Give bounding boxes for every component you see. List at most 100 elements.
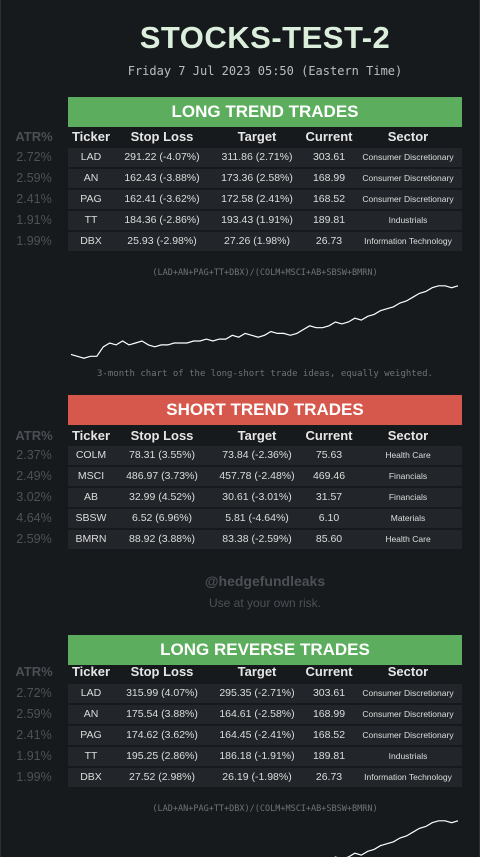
cell-sector: Health Care <box>385 534 431 544</box>
long-trend-header: LONG TREND TRADES <box>68 97 462 127</box>
current-header: Current <box>305 428 353 443</box>
cell-stop: 174.62 (3.62%) <box>126 729 198 741</box>
cell-target: 457.78 (-2.48%) <box>219 470 295 482</box>
cell-atr: 4.64% <box>16 511 52 525</box>
cell-sector: Consumer Discretionary <box>362 152 454 162</box>
ticker-header: Ticker <box>71 664 111 679</box>
table-row: 2.59% AN 175.54 (3.88%) 164.61 (-2.58%) 168.… <box>0 705 480 724</box>
cell-ticker: COLM <box>75 449 107 461</box>
cell-sector: Materials <box>390 513 426 523</box>
cell-ticker: LAD <box>80 687 102 699</box>
cell-target: 193.43 (1.91%) <box>221 214 293 226</box>
cell-target: 73.84 (-2.36%) <box>222 449 292 461</box>
cell-atr: 2.72% <box>16 150 52 164</box>
long-reverse-sparkline <box>334 820 459 857</box>
cell-current: 85.60 <box>315 533 343 545</box>
cell-sector: Consumer Discretionary <box>362 709 454 719</box>
row-background <box>68 190 462 209</box>
cell-ticker: DBX <box>80 235 102 247</box>
cell-ticker: AB <box>83 491 98 503</box>
cell-atr: 1.99% <box>16 770 52 784</box>
row-background <box>68 684 462 703</box>
cell-target: 172.58 (2.41%) <box>221 193 293 205</box>
series-line <box>70 285 459 359</box>
cell-target: 186.18 (-1.91%) <box>219 750 295 762</box>
row-background <box>68 467 462 486</box>
long-reverse-header: LONG REVERSE TRADES <box>68 635 462 665</box>
cell-ticker: TT <box>84 214 98 226</box>
cell-current: 303.61 <box>312 151 346 163</box>
row-background <box>68 488 462 507</box>
cell-ticker: DBX <box>80 771 102 783</box>
cell-sector: Consumer Discretionary <box>362 688 454 698</box>
cell-stop: 6.52 (6.96%) <box>131 512 193 524</box>
ticker-header: Ticker <box>71 428 111 443</box>
ticker-header: Ticker <box>71 129 111 144</box>
cell-atr: 1.91% <box>16 213 52 227</box>
long-reverse-column-headers: ATR% Ticker Stop Loss Target Current Sec… <box>0 664 480 684</box>
table-row: 1.99% DBX 27.52 (2.98%) 26.19 (-1.98%) 26.73… <box>0 768 480 787</box>
cell-target: 173.36 (2.58%) <box>221 172 293 184</box>
cell-current: 6.10 <box>318 512 340 524</box>
cell-atr: 2.59% <box>16 171 52 185</box>
table-row: 2.49% MSCI 486.97 (3.73%) 457.78 (-2.48%) 46… <box>0 467 480 486</box>
table-row: 1.99% DBX 25.93 (-2.98%) 27.26 (1.98%) 26.73… <box>0 232 480 251</box>
cell-stop: 88.92 (3.88%) <box>129 533 195 545</box>
cell-ticker: PAG <box>80 729 102 741</box>
disclaimer: Use at your own risk. <box>208 596 322 610</box>
cell-sector: Consumer Discretionary <box>362 194 454 204</box>
cell-ticker: LAD <box>80 151 102 163</box>
table-row: 1.91% TT 184.36 (-2.86%) 193.43 (1.91%) 189.… <box>0 211 480 230</box>
row-background <box>68 509 462 528</box>
table-row: 2.41% PAG 162.41 (-3.62%) 172.58 (2.41%) 168… <box>0 190 480 209</box>
cell-ticker: AN <box>83 172 99 184</box>
short-trend-column-headers: ATR% Ticker Stop Loss Target Current Sec… <box>0 428 480 448</box>
long-trend-column-headers: ATR% Ticker Stop Loss Target Current Sec… <box>0 129 480 149</box>
cell-sector: Information Technology <box>364 236 452 246</box>
stop-header: Stop Loss <box>130 664 194 679</box>
twitter-handle: @hedgefundleaks <box>204 573 326 589</box>
cell-target: 5.81 (-4.64%) <box>225 512 289 524</box>
row-background <box>68 705 462 724</box>
table-row: 4.64% SBSW 6.52 (6.96%) 5.81 (-4.64%) 6.10 Ma… <box>0 509 480 528</box>
cell-sector: Financials <box>388 471 428 481</box>
long-trend-formula: (LAD+AN+PAG+TT+DBX)/(COLM+MSCI+AB+SBSW+B… <box>152 268 378 278</box>
sector-header: Sector <box>387 428 429 443</box>
cell-sector: Health Care <box>385 450 431 460</box>
row-background <box>68 747 462 766</box>
target-header: Target <box>237 428 277 443</box>
long-reverse-formula: (LAD+AN+PAG+TT+DBX)/(COLM+MSCI+AB+SBSW+B… <box>152 804 378 814</box>
series-line <box>334 820 459 857</box>
cell-atr: 1.91% <box>16 749 52 763</box>
cell-stop: 162.41 (-3.62%) <box>124 193 200 205</box>
cell-sector: Industrials <box>388 215 428 225</box>
chart-caption: 3-month chart of the long-short trade id… <box>97 369 433 379</box>
cell-target: 26.19 (-1.98%) <box>222 771 292 783</box>
table-row: 3.02% AB 32.99 (4.52%) 30.61 (-3.01%) 31.57 F… <box>0 488 480 507</box>
cell-atr: 2.41% <box>16 192 52 206</box>
table-row: 2.37% COLM 78.31 (3.55%) 73.84 (-2.36%) 75.6… <box>0 446 480 465</box>
cell-sector: Consumer Discretionary <box>362 173 454 183</box>
cell-current: 189.81 <box>312 750 346 762</box>
cell-stop: 78.31 (3.55%) <box>129 449 195 461</box>
current-header: Current <box>305 664 353 679</box>
row-background <box>68 148 462 167</box>
cell-atr: 2.72% <box>16 686 52 700</box>
cell-sector: Industrials <box>388 751 428 761</box>
table-row: 2.59% AN 162.43 (-3.88%) 173.36 (2.58%) 168.… <box>0 169 480 188</box>
page-title: STOCKS-TEST-2 <box>139 20 391 55</box>
cell-target: 30.61 (-3.01%) <box>222 491 292 503</box>
cell-ticker: BMRN <box>75 533 107 545</box>
target-header: Target <box>237 664 277 679</box>
cell-target: 311.86 (2.71%) <box>221 151 293 163</box>
cell-current: 75.63 <box>315 449 343 461</box>
cell-atr: 2.59% <box>16 532 52 546</box>
cell-current: 26.73 <box>315 771 343 783</box>
atr-header: ATR% <box>15 664 53 679</box>
table-row: 1.91% TT 195.25 (2.86%) 186.18 (-1.91%) 189.… <box>0 747 480 766</box>
cell-atr: 2.59% <box>16 707 52 721</box>
sector-header: Sector <box>387 664 429 679</box>
row-background <box>68 726 462 745</box>
cell-target: 83.38 (-2.59%) <box>222 533 292 545</box>
cell-target: 164.45 (-2.41%) <box>219 729 295 741</box>
